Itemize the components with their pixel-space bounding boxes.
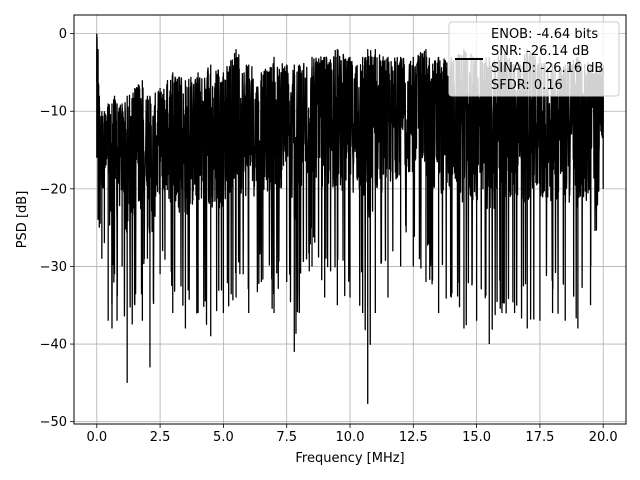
- x-tick-label: 0.0: [86, 430, 107, 445]
- legend-box: [448, 21, 620, 97]
- x-ticks: 0.0 2.5 5.0 7.5 10.0 12.5 15.0 17.5 20.0: [86, 424, 618, 445]
- x-tick-label: 7.5: [276, 430, 297, 445]
- y-ticks: 0 −10 −20 −30 −40 −50: [40, 27, 74, 430]
- x-tick-label: 12.5: [399, 430, 428, 445]
- x-tick-label: 2.5: [150, 430, 171, 445]
- x-tick-label: 17.5: [525, 430, 554, 445]
- x-tick-label: 5.0: [213, 430, 234, 445]
- x-tick-label: 20.0: [589, 430, 618, 445]
- psd-extreme-spikes: [96, 33, 604, 404]
- x-axis-label: Frequency [MHz]: [295, 451, 404, 466]
- legend-enob-text: ENOB: -4.64 bits: [491, 27, 598, 42]
- legend-snr-text: SNR: -26.14 dB: [491, 44, 589, 59]
- y-tick-label: −30: [40, 260, 67, 275]
- legend-sinad-text: SINAD: -26.16 dB: [491, 61, 603, 76]
- y-tick-label: −50: [40, 415, 67, 430]
- y-tick-label: −10: [40, 105, 67, 120]
- legend-sfdr-text: SFDR: 0.16: [491, 78, 563, 93]
- x-tick-label: 10.0: [336, 430, 365, 445]
- y-tick-label: −40: [40, 338, 67, 353]
- x-tick-label: 15.0: [462, 430, 491, 445]
- y-tick-label: −20: [40, 182, 67, 197]
- legend: ENOB: -4.64 bits SNR: -26.14 dB SINAD: -…: [448, 21, 620, 97]
- y-tick-label: 0: [59, 27, 67, 42]
- y-axis-label: PSD [dB]: [15, 191, 30, 249]
